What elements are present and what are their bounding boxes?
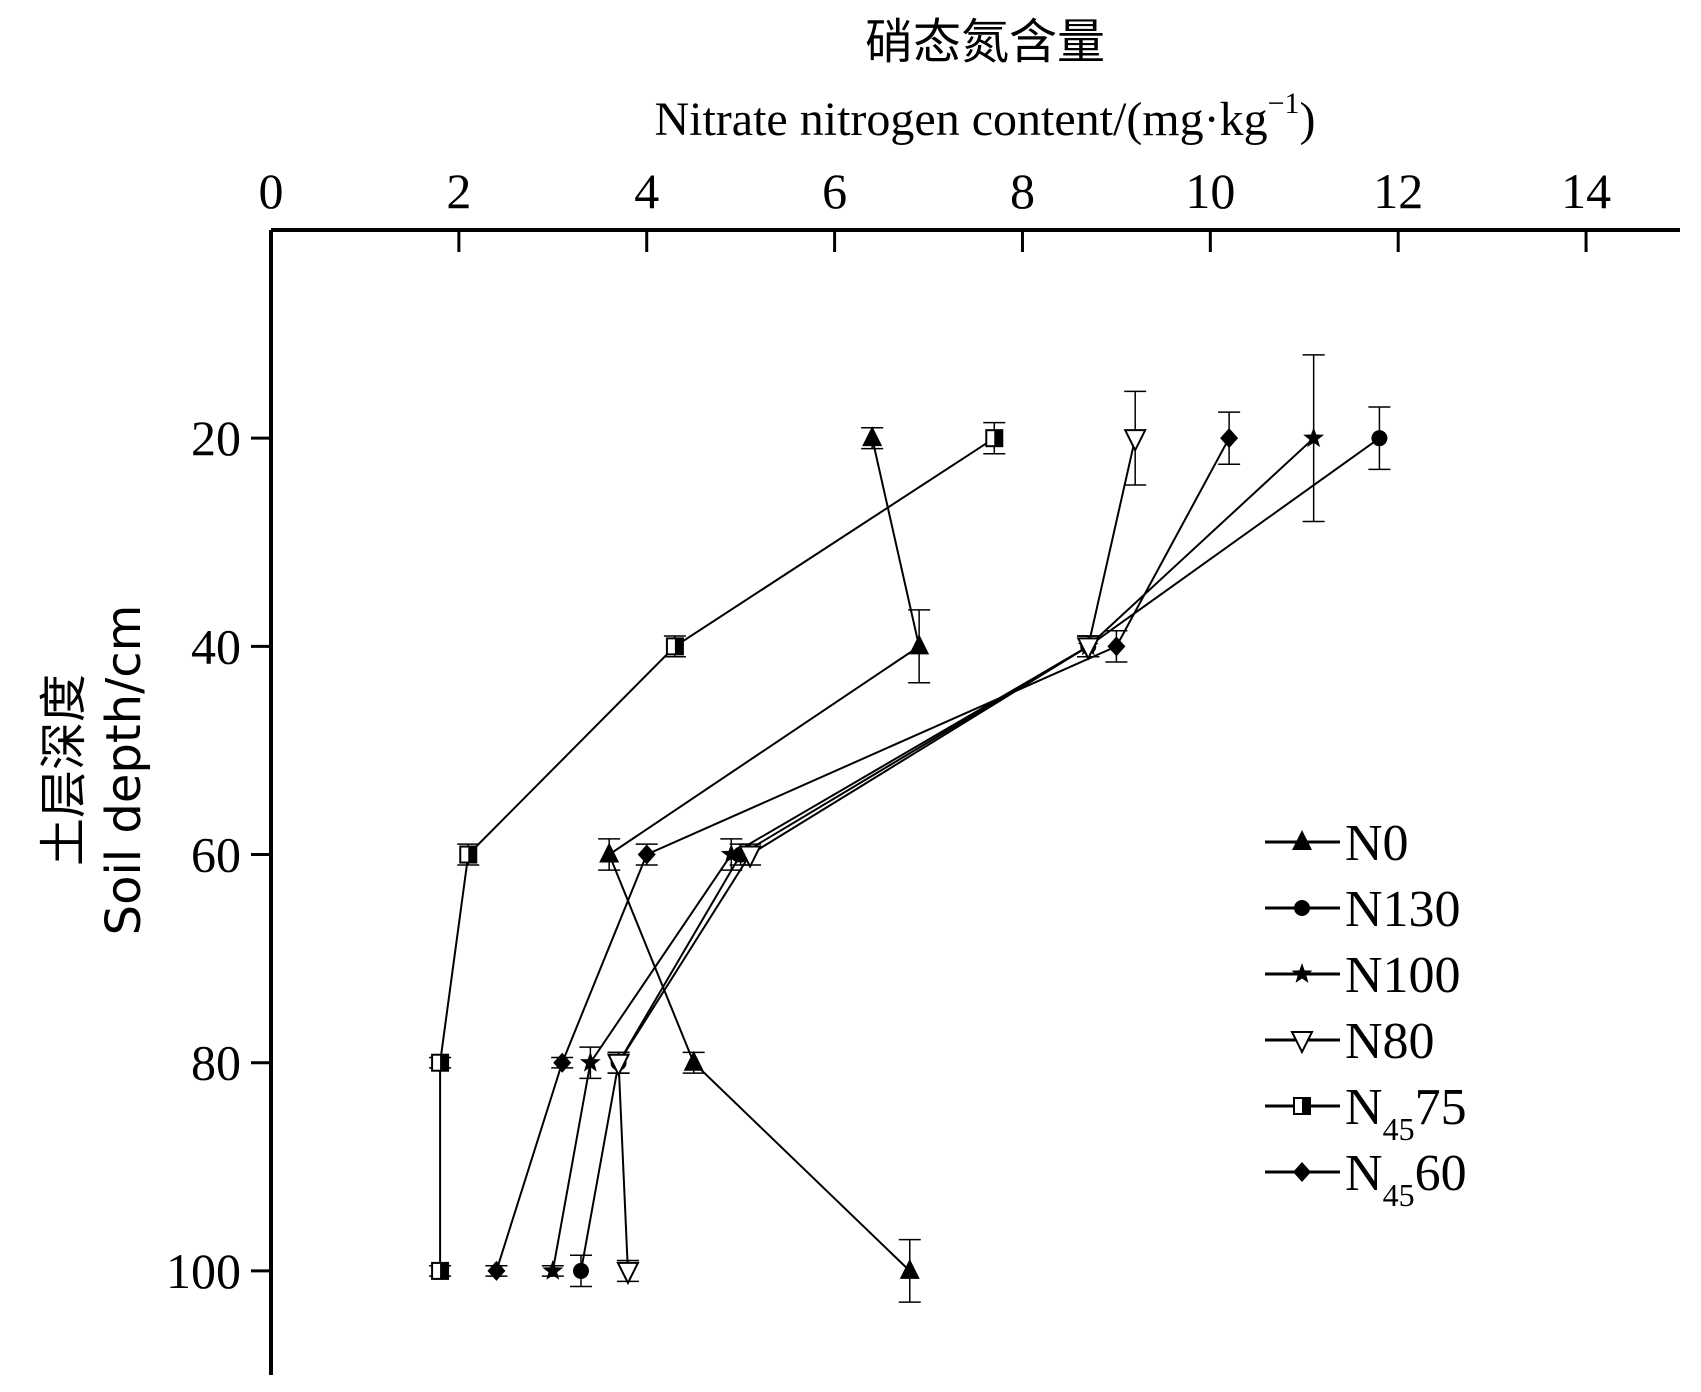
x-tick-label: 2 — [446, 163, 471, 219]
x-tick-label: 4 — [634, 163, 659, 219]
series-4 — [606, 390, 1147, 1286]
series-3 — [541, 354, 1325, 1280]
series-line — [617, 437, 1137, 1271]
x-axis-title-en-tail: ) — [1300, 93, 1316, 146]
legend-marker — [1290, 1031, 1314, 1055]
x-axis-title-en-sup: −1 — [1268, 87, 1300, 120]
data-point — [542, 1259, 564, 1280]
series-2 — [569, 406, 1391, 1288]
data-point — [1107, 636, 1126, 657]
data-point — [553, 1052, 572, 1073]
data-point — [683, 1050, 704, 1071]
data-point — [579, 1051, 601, 1072]
x-axis-title-cn: 硝态氮含量 — [865, 16, 1105, 69]
data-point — [431, 1261, 450, 1280]
series-line — [439, 437, 995, 1271]
legend-item-2: N130 — [1265, 881, 1461, 938]
legend-marker — [1291, 963, 1313, 983]
y-tick-label: 40 — [191, 618, 241, 674]
data-point — [720, 843, 742, 864]
y-axis-title-cn: 土层深度 — [38, 674, 91, 866]
data-point — [862, 426, 883, 447]
data-point — [637, 844, 656, 865]
legend-marker — [1292, 830, 1312, 850]
legend-label: N80 — [1345, 1013, 1435, 1070]
legend-marker — [1293, 1097, 1311, 1115]
legend-marker — [1294, 900, 1310, 916]
data-point — [599, 842, 620, 863]
y-axis-title-en: Soil depth/cm — [96, 605, 152, 936]
y-tick-label: 20 — [191, 410, 241, 466]
x-axis-title-en-main: Nitrate nitrogen content/(mg·kg — [654, 93, 1267, 146]
y-tick-label: 60 — [191, 827, 241, 883]
data-point — [985, 429, 1004, 448]
axes: 0 2 4 6 8 10 12 14 20 40 60 80 100 — [166, 163, 1680, 1375]
y-tick-label: 100 — [166, 1243, 241, 1299]
series-line — [580, 437, 1380, 1272]
legend-item-6: N4560 — [1265, 1145, 1467, 1213]
legend-label: N4575 — [1345, 1079, 1467, 1147]
data-point — [431, 1053, 450, 1072]
data-point — [572, 1262, 589, 1279]
data-point — [487, 1260, 506, 1281]
series-5 — [429, 421, 1006, 1280]
legend-label: N130 — [1345, 881, 1461, 938]
y-axis-titles: 土层深度 Soil depth/cm — [38, 605, 152, 936]
legend-label: N0 — [1345, 815, 1409, 872]
legend-item-5: N4575 — [1265, 1079, 1467, 1147]
y-tick-label: 80 — [191, 1035, 241, 1091]
series-6 — [485, 411, 1241, 1281]
series-layer — [429, 354, 1391, 1303]
x-tick-label: 6 — [822, 163, 847, 219]
x-axis-title-en: Nitrate nitrogen content/(mg·kg−1) — [654, 87, 1315, 146]
data-point — [616, 1261, 640, 1286]
legend-item-4: N80 — [1265, 1013, 1435, 1070]
data-point — [909, 634, 930, 655]
x-tick-label: 12 — [1373, 163, 1423, 219]
data-point — [899, 1258, 920, 1279]
data-point — [1371, 430, 1388, 447]
legend-label: N100 — [1345, 947, 1461, 1004]
series-line — [551, 437, 1315, 1272]
data-point — [606, 1053, 631, 1077]
series-1 — [598, 426, 931, 1303]
data-point — [1303, 427, 1325, 448]
data-point — [459, 845, 478, 864]
data-point — [1123, 429, 1147, 453]
x-tick-label: 0 — [259, 163, 284, 219]
x-tick-label: 10 — [1185, 163, 1235, 219]
legend-item-3: N100 — [1265, 947, 1461, 1004]
x-tick-label: 8 — [1010, 163, 1035, 219]
data-point — [1220, 428, 1239, 449]
data-point — [665, 637, 684, 656]
legend-item-1: N0 — [1265, 815, 1409, 872]
legend-label: N4560 — [1345, 1145, 1467, 1213]
x-tick-label: 14 — [1561, 163, 1611, 219]
legend-marker — [1293, 1162, 1311, 1182]
data-point — [738, 845, 762, 869]
data-point — [1076, 637, 1100, 661]
